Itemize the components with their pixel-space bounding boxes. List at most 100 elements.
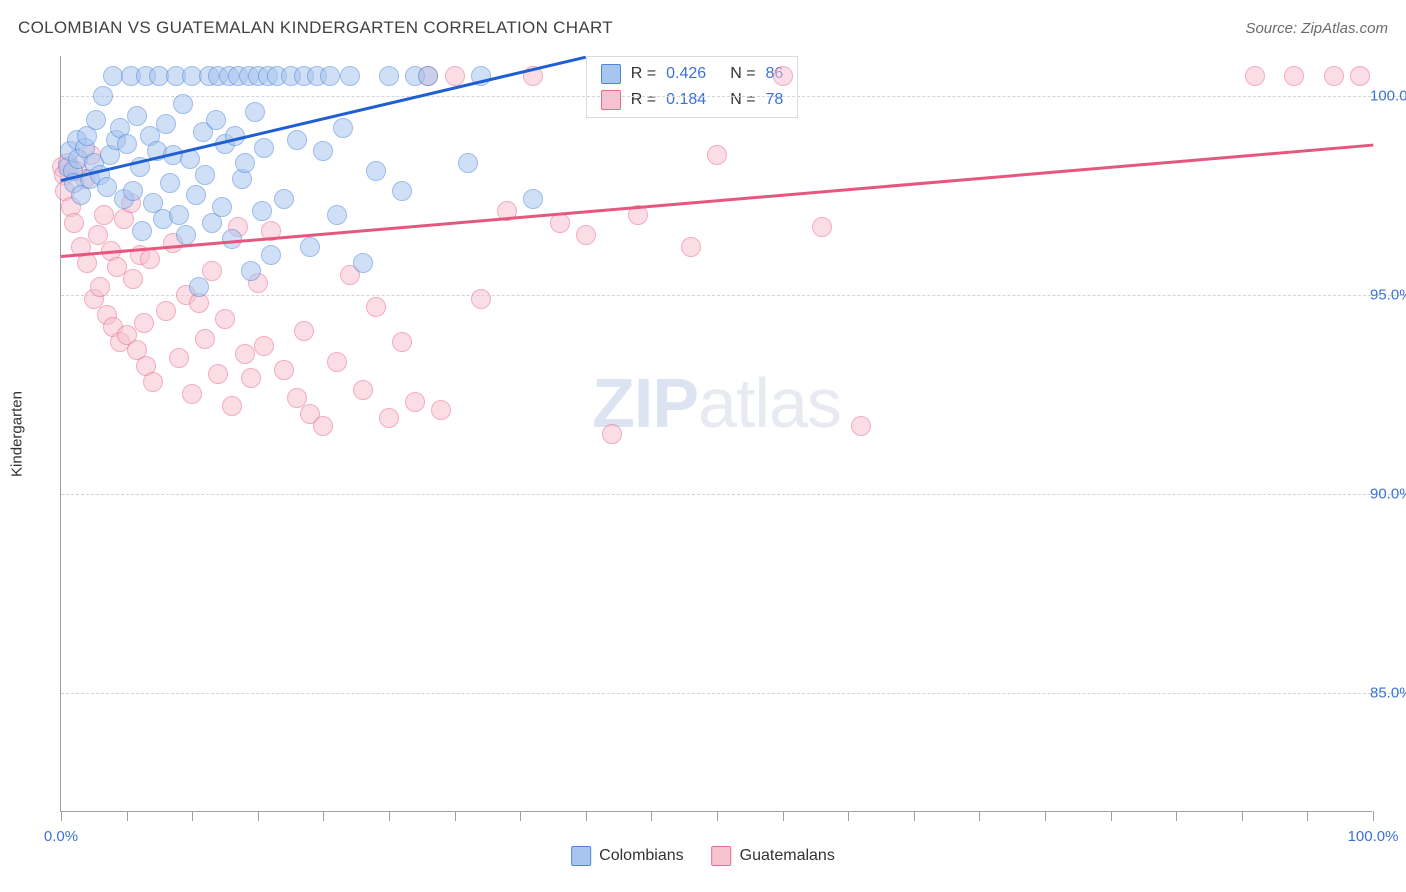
data-point: [156, 114, 176, 134]
data-point: [431, 400, 451, 420]
data-point: [458, 153, 478, 173]
watermark: ZIPatlas: [592, 363, 841, 443]
x-tick: [389, 811, 390, 821]
header: COLOMBIAN VS GUATEMALAN KINDERGARTEN COR…: [18, 18, 1388, 38]
watermark-atlas: atlas: [698, 364, 841, 442]
data-point: [169, 205, 189, 225]
y-tick-label: 90.0%: [1366, 485, 1406, 502]
data-point: [1245, 66, 1265, 86]
legend-item: Guatemalans: [712, 846, 835, 866]
legend-item: Colombians: [571, 846, 683, 866]
plot-area: Kindergarten ZIPatlas R =0.426N =86R =0.…: [60, 56, 1372, 812]
data-point: [222, 396, 242, 416]
legend-row: R =0.426N =86: [587, 61, 798, 87]
data-point: [176, 225, 196, 245]
data-point: [576, 225, 596, 245]
data-point: [773, 66, 793, 86]
data-point: [353, 380, 373, 400]
data-point: [707, 145, 727, 165]
data-point: [123, 181, 143, 201]
x-tick: [192, 811, 193, 821]
legend-row: R =0.184N =78: [587, 87, 798, 113]
data-point: [212, 197, 232, 217]
x-tick: [717, 811, 718, 821]
x-tick: [258, 811, 259, 821]
data-point: [392, 181, 412, 201]
data-point: [140, 249, 160, 269]
data-point: [143, 372, 163, 392]
x-tick: [979, 811, 980, 821]
gridline: [61, 494, 1406, 495]
legend-label: Colombians: [599, 847, 683, 865]
data-point: [241, 261, 261, 281]
data-point: [1350, 66, 1370, 86]
data-point: [64, 213, 84, 233]
x-tick: [1045, 811, 1046, 821]
x-tick: [455, 811, 456, 821]
data-point: [117, 134, 137, 154]
gridline: [61, 693, 1406, 694]
data-point: [445, 66, 465, 86]
data-point: [160, 173, 180, 193]
data-point: [320, 66, 340, 86]
data-point: [241, 368, 261, 388]
x-tick: [783, 811, 784, 821]
legend-swatch: [712, 846, 732, 866]
data-point: [215, 309, 235, 329]
data-point: [1284, 66, 1304, 86]
data-point: [169, 348, 189, 368]
data-point: [189, 277, 209, 297]
x-tick: [1242, 811, 1243, 821]
data-point: [287, 130, 307, 150]
data-point: [206, 110, 226, 130]
y-tick-label: 100.0%: [1366, 87, 1406, 104]
data-point: [156, 301, 176, 321]
data-point: [294, 321, 314, 341]
legend-swatch: [571, 846, 591, 866]
legend-r-label: R =: [631, 65, 656, 83]
x-tick: [914, 811, 915, 821]
data-point: [261, 245, 281, 265]
legend-swatch: [601, 90, 621, 110]
data-point: [379, 408, 399, 428]
x-tick: [1111, 811, 1112, 821]
data-point: [252, 201, 272, 221]
data-point: [93, 86, 113, 106]
data-point: [602, 424, 622, 444]
x-tick: [127, 811, 128, 821]
data-point: [313, 141, 333, 161]
series-legend: Colombians Guatemalans: [571, 846, 835, 866]
legend-r-value: 0.426: [666, 65, 706, 83]
chart-container: COLOMBIAN VS GUATEMALAN KINDERGARTEN COR…: [0, 0, 1406, 892]
data-point: [245, 102, 265, 122]
data-point: [235, 153, 255, 173]
data-point: [353, 253, 373, 273]
legend-n-label: N =: [730, 65, 755, 83]
x-tick: [586, 811, 587, 821]
data-point: [851, 416, 871, 436]
data-point: [333, 118, 353, 138]
data-point: [366, 161, 386, 181]
x-tick: [61, 811, 62, 821]
legend-swatch: [601, 64, 621, 84]
legend-n-value: 78: [766, 91, 784, 109]
data-point: [254, 138, 274, 158]
x-tick: [1307, 811, 1308, 821]
source-attribution: Source: ZipAtlas.com: [1245, 20, 1388, 37]
data-point: [274, 189, 294, 209]
data-point: [195, 329, 215, 349]
data-point: [418, 66, 438, 86]
gridline: [61, 96, 1406, 97]
data-point: [471, 289, 491, 309]
data-point: [405, 392, 425, 412]
data-point: [202, 261, 222, 281]
data-point: [208, 364, 228, 384]
legend-label: Guatemalans: [740, 847, 835, 865]
x-tick: [1176, 811, 1177, 821]
data-point: [254, 336, 274, 356]
x-tick: [848, 811, 849, 821]
data-point: [182, 384, 202, 404]
data-point: [340, 66, 360, 86]
data-point: [327, 205, 347, 225]
x-tick-label: 0.0%: [44, 828, 78, 845]
